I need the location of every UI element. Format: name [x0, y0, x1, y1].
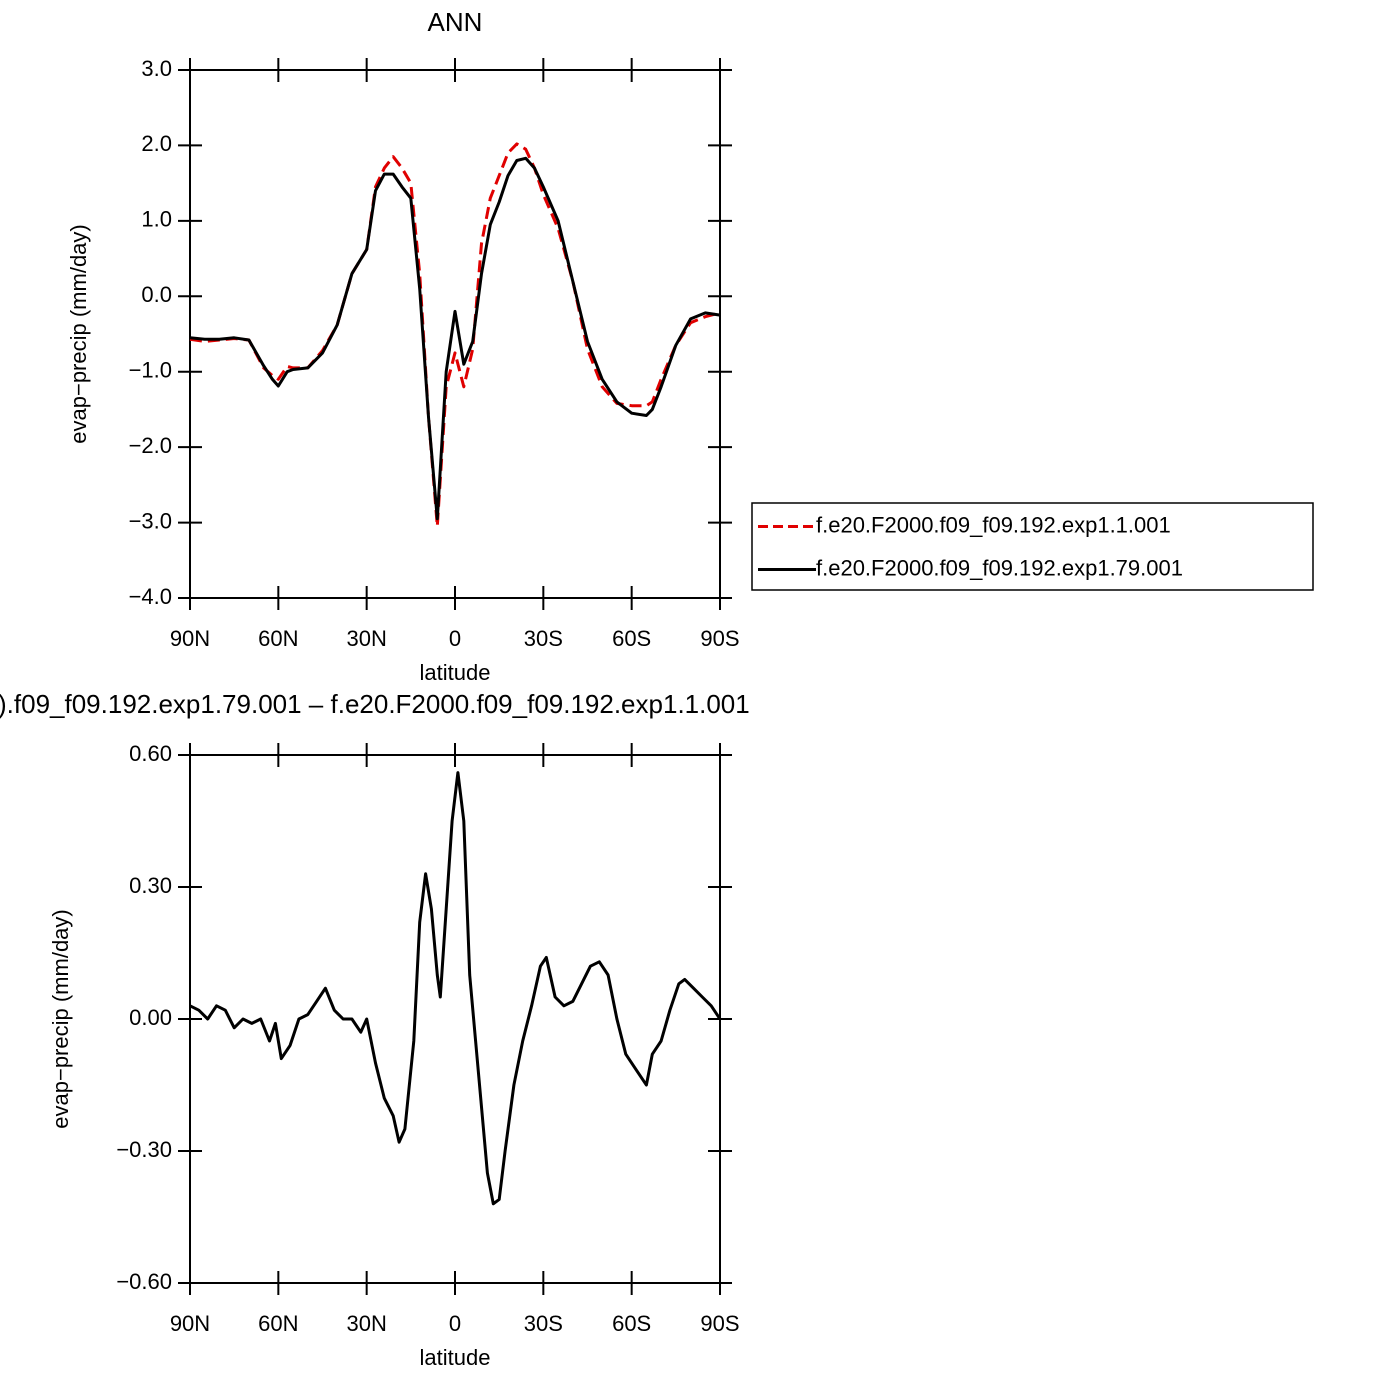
y-tick-label: −2.0: [129, 433, 172, 458]
x-tick-label: 30S: [524, 1311, 563, 1336]
x-tick-label: 30S: [524, 626, 563, 651]
y-tick-label: −0.60: [116, 1269, 172, 1294]
legend-label: f.e20.F2000.f09_f09.192.exp1.1.001: [816, 512, 1171, 537]
x-tick-label: 60N: [258, 1311, 298, 1336]
x-tick-label: 0: [449, 626, 461, 651]
legend-box: [751, 502, 1314, 591]
x-tick-label: 60S: [612, 1311, 651, 1336]
y-tick-label: 1.0: [141, 207, 172, 232]
y-tick-label: 0.30: [129, 873, 172, 898]
legend-label: f.e20.F2000.f09_f09.192.exp1.79.001: [816, 555, 1183, 580]
x-tick-label: 90N: [170, 626, 210, 651]
data-line: [189, 142, 721, 528]
y-tick-label: 2.0: [141, 131, 172, 156]
plot-frame: [189, 69, 721, 599]
y-tick-label: −4.0: [129, 584, 172, 609]
x-tick-label: 30N: [346, 1311, 386, 1336]
y-tick-label: −1.0: [129, 358, 172, 383]
x-tick-label: 90S: [700, 1311, 739, 1336]
y-axis-label: evap−precip (mm/day): [48, 909, 73, 1128]
y-tick-label: 3.0: [141, 56, 172, 81]
x-tick-label: 60N: [258, 626, 298, 651]
y-tick-label: −3.0: [129, 508, 172, 533]
x-tick-label: 60S: [612, 626, 651, 651]
x-axis-label: latitude: [420, 660, 491, 685]
y-tick-label: 0.00: [129, 1005, 172, 1030]
data-line: [189, 156, 721, 521]
chart-title: ANN: [428, 7, 483, 37]
chart-title: ).f09_f09.192.exp1.79.001 – f.e20.F2000.…: [0, 689, 750, 719]
x-tick-label: 0: [449, 1311, 461, 1336]
data-line: [189, 771, 722, 1206]
x-tick-label: 90S: [700, 626, 739, 651]
y-axis-label: evap−precip (mm/day): [66, 224, 91, 443]
plot-frame: [189, 754, 721, 1284]
x-tick-label: 90N: [170, 1311, 210, 1336]
y-tick-label: 0.0: [141, 282, 172, 307]
y-tick-label: 0.60: [129, 741, 172, 766]
x-axis-label: latitude: [420, 1345, 491, 1370]
x-tick-label: 30N: [346, 626, 386, 651]
y-tick-label: −0.30: [116, 1137, 172, 1162]
